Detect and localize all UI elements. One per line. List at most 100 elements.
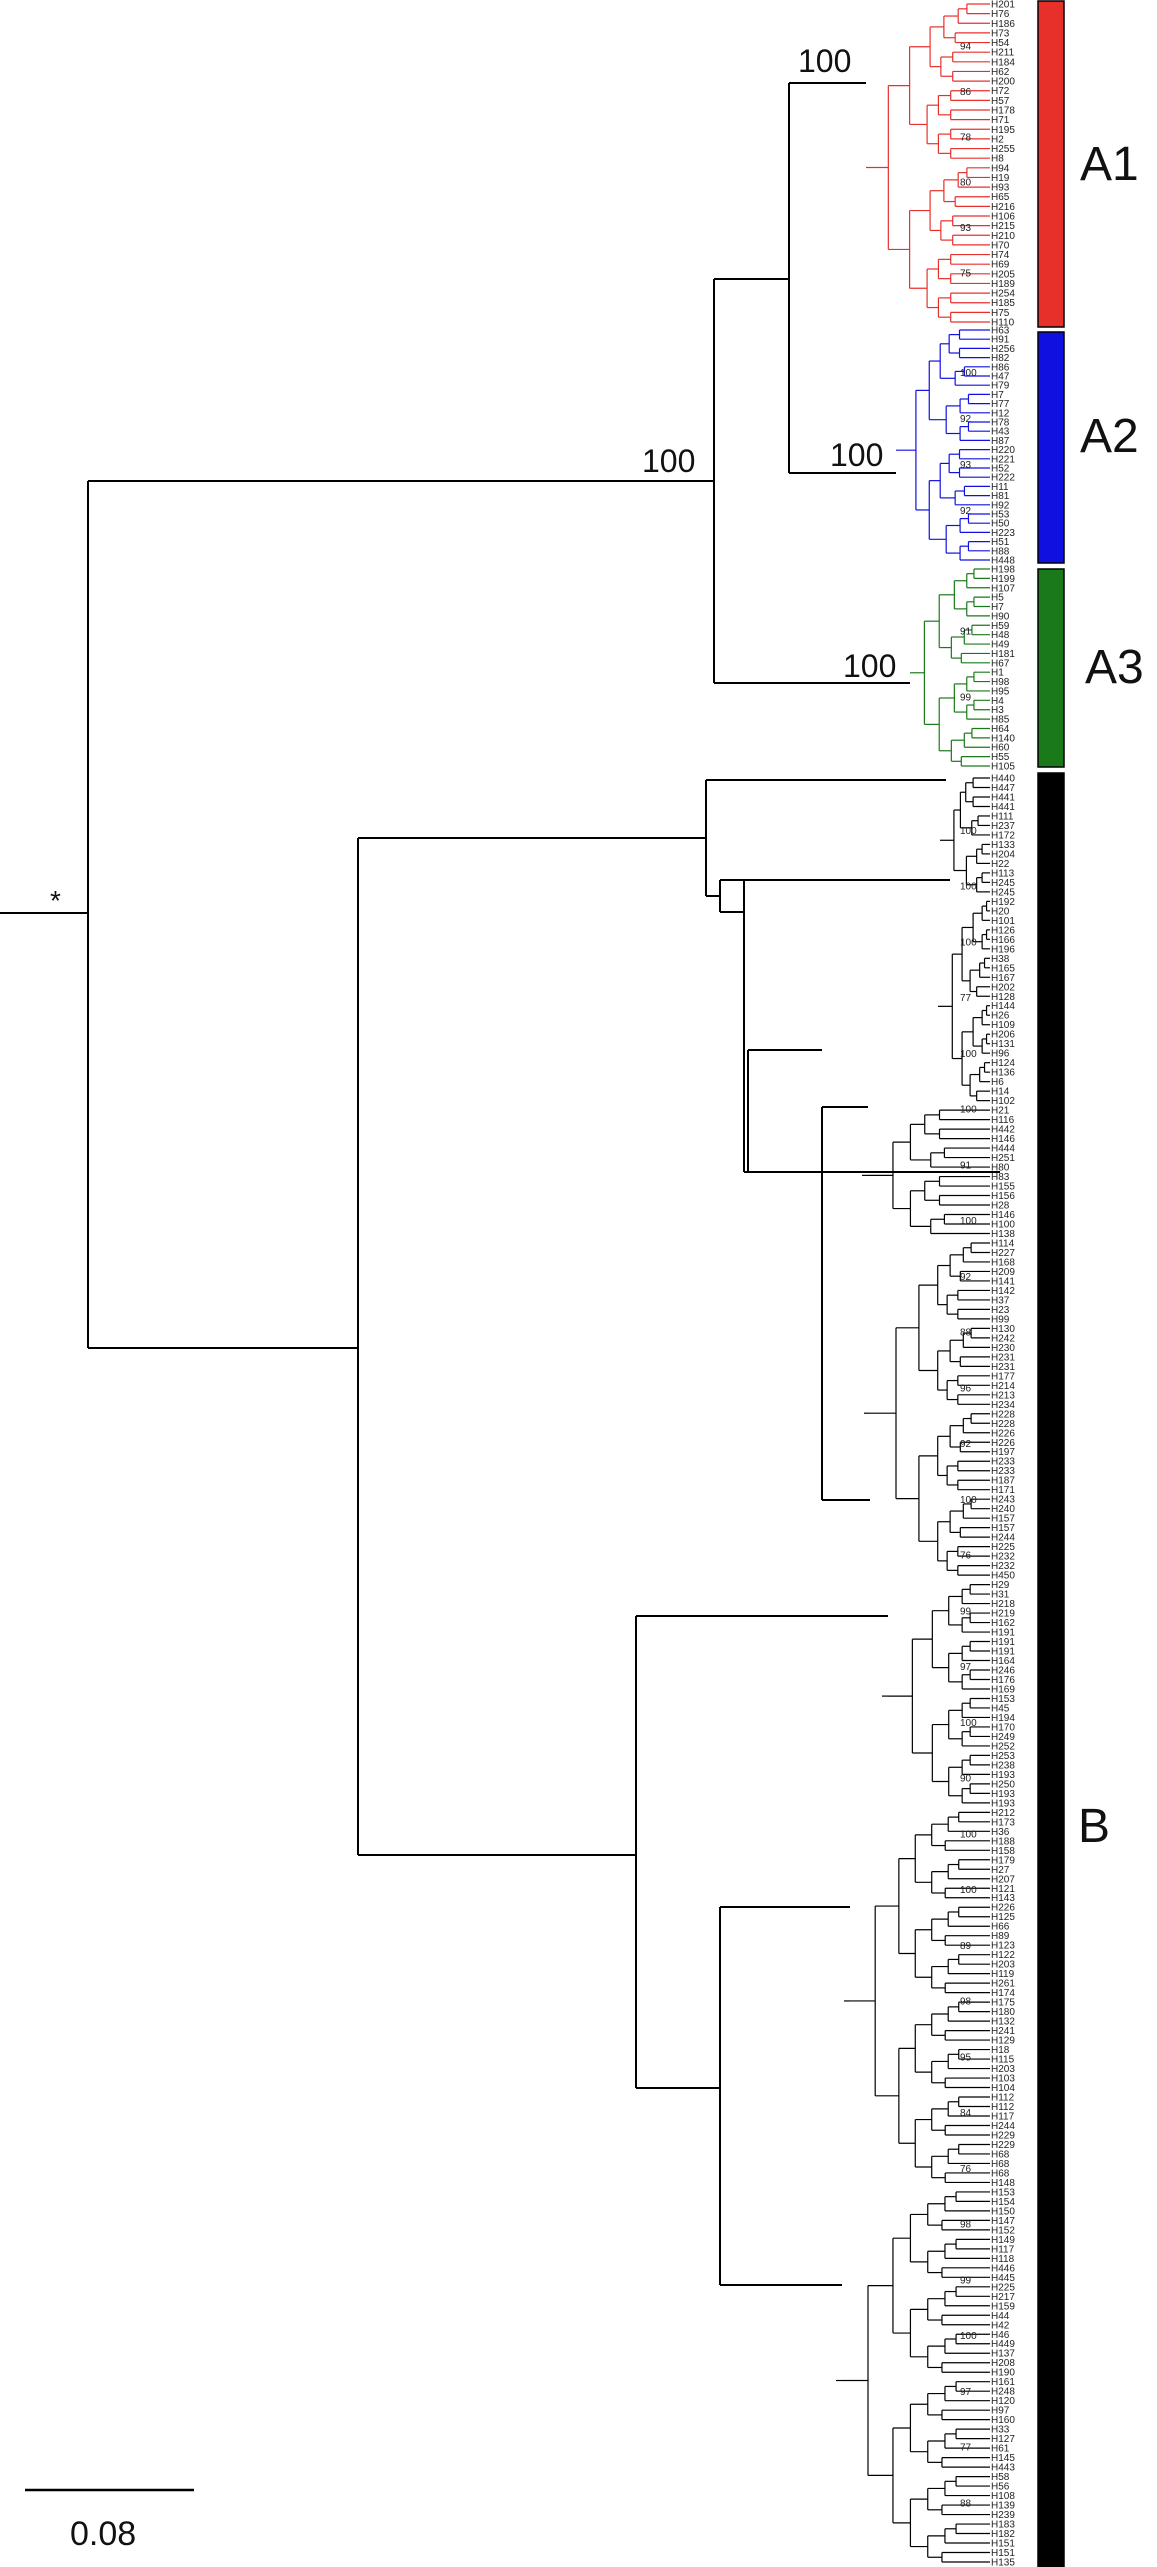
tip-label: H229 <box>991 2130 1015 2141</box>
clade-bar-A1 <box>1037 0 1065 328</box>
clade-b-subtree: H440H447H441H441H111H237H172H133H204H22H… <box>836 774 1015 2567</box>
support-label-A3: 100 <box>843 648 896 684</box>
tip-label: H216 <box>991 202 1015 213</box>
tip-label: H45 <box>991 1703 1010 1714</box>
tip-label: H202 <box>991 982 1015 993</box>
tip-label: H19 <box>991 173 1010 184</box>
tip-label: H249 <box>991 1732 1015 1743</box>
tip-label: H113 <box>991 868 1015 879</box>
tip-label: H142 <box>991 1286 1015 1297</box>
tip-label: H150 <box>991 2206 1015 2217</box>
tip-label: H225 <box>991 1542 1015 1553</box>
tip-label: H444 <box>991 1144 1015 1155</box>
tip-label: H138 <box>991 1229 1015 1240</box>
tip-label: H188 <box>991 1836 1015 1847</box>
tip-label: H144 <box>991 1001 1015 1012</box>
tip-label: H141 <box>991 1276 1015 1287</box>
tip-label: H208 <box>991 2358 1015 2369</box>
tip-label: H53 <box>991 510 1010 521</box>
tip-label: H196 <box>991 944 1015 955</box>
tip-label: H213 <box>991 1390 1015 1401</box>
clade-label-B: B <box>1078 1800 1110 1853</box>
tip-label: H126 <box>991 925 1015 936</box>
tip-label: H51 <box>991 537 1010 548</box>
tip-label: H124 <box>991 1058 1015 1069</box>
clade-a1-subtree: H201H76H186H73H54H211H184H62H200H72H57H1… <box>866 0 1015 329</box>
tip-label: H218 <box>991 1599 1015 1610</box>
tip-label: H219 <box>991 1609 1015 1620</box>
node-support-label: 100 <box>960 1718 977 1729</box>
tip-label: H181 <box>991 649 1015 660</box>
tip-label: H252 <box>991 1741 1015 1752</box>
node-support-label: 100 <box>960 1829 977 1840</box>
node-support-label: 92 <box>960 1272 972 1283</box>
tip-label: H445 <box>991 2273 1015 2284</box>
tip-label: H42 <box>991 2320 1010 2331</box>
tip-label: H152 <box>991 2225 1015 2236</box>
node-support-label: 93 <box>960 460 972 471</box>
tip-label: H4 <box>991 696 1004 707</box>
tip-label: H156 <box>991 1191 1015 1202</box>
tip-label: H137 <box>991 2349 1015 2360</box>
tip-label: H140 <box>991 733 1015 744</box>
node-support-label: 94 <box>960 41 972 52</box>
tip-label: H132 <box>991 2017 1015 2028</box>
tip-label: H8 <box>991 154 1004 165</box>
tip-label: H210 <box>991 231 1015 242</box>
clade-a3-subtree: H198H199H107H5H7H90H59H48H49H181H67H1H98… <box>910 565 1015 773</box>
node-support-label: 100 <box>960 882 977 893</box>
tip-label: H193 <box>991 1770 1015 1781</box>
tip-label: H73 <box>991 28 1010 39</box>
tip-label: H189 <box>991 279 1015 290</box>
tip-label: H240 <box>991 1504 1015 1515</box>
tip-label: H93 <box>991 183 1010 194</box>
tip-label: H241 <box>991 2026 1015 2037</box>
tip-label: H38 <box>991 954 1010 965</box>
node-support-label: 88 <box>960 2498 972 2509</box>
tip-label: H123 <box>991 1941 1015 1952</box>
tip-label: H197 <box>991 1447 1015 1458</box>
tip-label: H47 <box>991 372 1010 383</box>
tip-label: H254 <box>991 289 1015 300</box>
tip-label: H109 <box>991 1020 1015 1031</box>
tip-label: H68 <box>991 2149 1010 2160</box>
tip-label: H201 <box>991 0 1015 11</box>
tip-label: H72 <box>991 86 1010 97</box>
tip-label: H244 <box>991 2121 1015 2132</box>
node-support-label: 100 <box>960 1105 977 1116</box>
tip-label: H119 <box>991 1969 1015 1980</box>
tip-label: H22 <box>991 859 1010 870</box>
tip-label: H166 <box>991 935 1015 946</box>
tip-label: H167 <box>991 973 1015 984</box>
tip-label: H81 <box>991 491 1010 502</box>
tip-label: H64 <box>991 724 1010 735</box>
tip-label: H165 <box>991 963 1015 974</box>
tip-label: H11 <box>991 482 1009 493</box>
tip-label: H52 <box>991 464 1010 475</box>
tip-label: H101 <box>991 916 1015 927</box>
tip-label: H26 <box>991 1011 1010 1022</box>
tip-label: H154 <box>991 2197 1015 2208</box>
tip-label: H221 <box>991 454 1015 465</box>
node-support-label: 100 <box>960 2331 977 2342</box>
tip-label: H255 <box>991 144 1015 155</box>
tip-label: H191 <box>991 1628 1015 1639</box>
node-support-label: 86 <box>960 87 972 98</box>
tip-label: H447 <box>991 783 1015 794</box>
tip-label: H94 <box>991 163 1010 174</box>
tip-label: H135 <box>991 2558 1015 2567</box>
node-support-label: 84 <box>960 2108 972 2119</box>
tip-label: H112 <box>991 2093 1015 2104</box>
tip-label: H12 <box>991 408 1010 419</box>
tip-label: H246 <box>991 1666 1015 1677</box>
tip-label: H261 <box>991 1979 1015 1990</box>
tip-label: H164 <box>991 1656 1015 1667</box>
tip-label: H65 <box>991 192 1010 203</box>
tip-label: H91 <box>991 335 1010 346</box>
tip-label: H133 <box>991 840 1015 851</box>
tip-label: H231 <box>991 1362 1015 1373</box>
tip-label: H173 <box>991 1817 1015 1828</box>
node-support-label: 100 <box>960 1049 977 1060</box>
tip-label: H79 <box>991 381 1010 392</box>
tip-label: H21 <box>991 1106 1010 1117</box>
